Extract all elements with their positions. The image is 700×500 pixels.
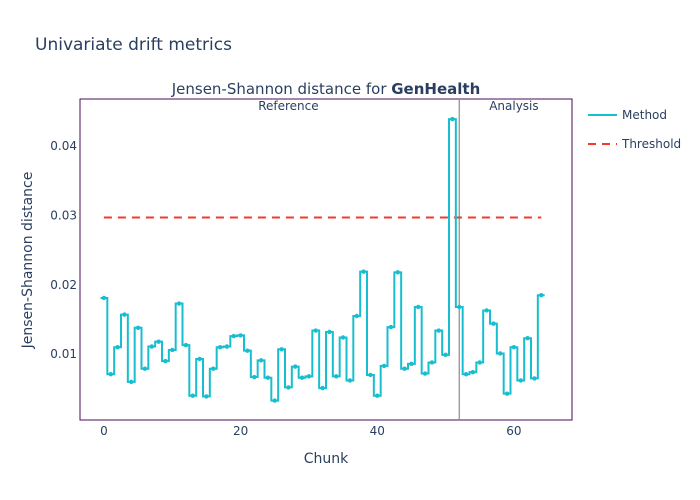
method-point [416,304,421,310]
y-tick-label: 0.03 [50,208,77,222]
method-point [450,116,455,122]
method-point [381,363,387,369]
method-point [252,374,257,380]
chart-title: Univariate drift metrics [35,35,232,55]
method-point [156,339,161,344]
method-point [238,333,243,338]
method-point [422,371,428,376]
method-point [334,374,339,379]
method-point [470,369,476,375]
method-point [149,344,154,349]
x-tick-label: 60 [506,424,521,438]
method-point [354,313,359,319]
region-label-analysis: Analysis [489,99,538,113]
method-point [204,394,209,399]
method-point [395,270,400,275]
method-point [347,378,353,383]
method-point [231,333,236,339]
method-point [340,335,346,340]
method-point [402,366,407,371]
method-point [258,358,264,363]
x-tick-label: 20 [233,424,248,438]
x-tick-label: 0 [100,424,108,438]
method-point [129,379,134,385]
x-axis-label: Chunk [304,451,349,467]
legend-label-method: Method [622,108,667,122]
method-point [368,372,373,378]
method-point [457,304,462,310]
method-point [122,312,127,317]
legend: Method Threshold [588,108,681,151]
y-axis-label: Jensen-Shannon distance [20,172,36,350]
chart-marks: Reference Analysis [100,99,545,420]
method-point [484,308,489,313]
method-point [511,345,517,350]
method-point [183,342,189,348]
method-point [170,347,175,353]
method-point [477,360,482,365]
method-point [279,347,284,352]
method-point [388,324,394,330]
method-point [265,375,271,380]
method-point [539,293,544,298]
method-point [224,344,230,349]
method-point [115,345,120,350]
chart-subtitle: Jensen-Shannon distance for GenHealth [171,80,481,98]
method-point [135,325,141,330]
method-point [532,376,537,381]
method-point [504,391,510,396]
method-point [286,385,291,390]
method-point [525,335,530,341]
method-point [176,301,182,306]
method-point [293,364,298,369]
method-point [491,321,496,326]
y-tick-label: 0.02 [50,278,77,292]
method-point [463,372,469,377]
region-label-reference: Reference [258,99,318,113]
method-point [217,345,223,350]
subtitle-prefix: Jensen-Shannon distance for [171,80,392,98]
x-ticks: 0 20 40 60 [100,424,521,438]
method-point [163,358,168,364]
method-point [245,348,250,353]
method-point [518,378,523,383]
method-point [436,328,441,333]
method-point [272,398,277,403]
method-point [108,372,113,377]
y-ticks: 0.01 0.02 0.03 0.04 [50,139,77,361]
x-tick-label: 40 [370,424,385,438]
subtitle-feature: GenHealth [391,80,480,98]
method-point [429,360,435,365]
y-tick-label: 0.04 [50,139,77,153]
method-point [142,366,148,371]
method-point [498,351,503,356]
method-point [299,375,305,380]
method-point [361,269,366,274]
y-tick-label: 0.01 [50,347,77,361]
legend-label-threshold: Threshold [621,137,681,151]
method-point [409,361,414,367]
method-point [327,329,332,335]
method-point [197,356,202,362]
method-point [101,295,107,301]
method-point [320,385,325,391]
method-point [443,352,448,358]
method-point [306,374,312,379]
method-point [190,393,195,398]
method-point [375,393,380,398]
method-point [211,366,216,371]
method-point [313,328,318,333]
